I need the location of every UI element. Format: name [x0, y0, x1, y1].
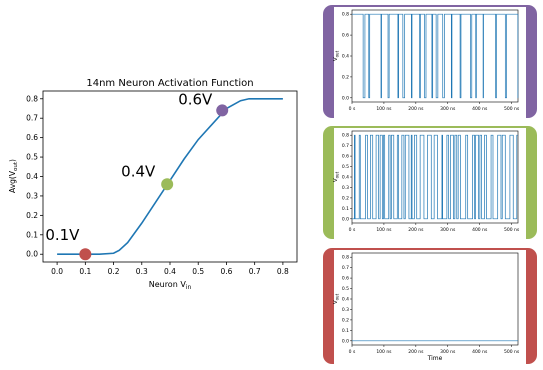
y-tick-label: 0.1: [26, 230, 38, 239]
panel-x-tick-label: 200 ns: [408, 227, 424, 233]
x-tick-label: 0.4: [164, 267, 176, 276]
panel-y-tick-label: 0.1: [342, 328, 349, 334]
panel-x-tick-label: 500 ns: [504, 106, 520, 112]
annotation-marker: [216, 104, 229, 117]
x-tick-label: 0.2: [108, 267, 120, 276]
y-ticks: 0.0 0.1 0.2 0.3 0.4 0.5 0.6 0.7 0.8: [26, 94, 43, 259]
y-tick-label: 0.3: [26, 191, 38, 200]
panel-y-tick-label: 0.4: [342, 175, 349, 181]
panel-y-tick-label: 0.6: [342, 276, 349, 282]
panel-y-label: Vout: [333, 293, 340, 304]
x-tick-label: 0.5: [192, 267, 204, 276]
y-axis-label: Avg(Vout): [8, 159, 19, 193]
panel-y-tick-label: 0.2: [342, 317, 349, 323]
annotation-label: 0.6V: [178, 90, 213, 108]
panel-x-label: Time: [427, 355, 443, 362]
panel-y-tick-label: 0.8: [342, 133, 349, 139]
panel-x-tick-label: 300 ns: [440, 106, 456, 112]
panel-y-tick-label: 0.7: [342, 143, 349, 149]
panel-y-tick-label: 0.8: [342, 255, 349, 261]
x-tick-label: 0.3: [136, 267, 148, 276]
panel-x-tick-label: 500 ns: [504, 227, 520, 233]
panel-x-tick-label: 100 ns: [376, 349, 392, 355]
annotation-marker: [79, 248, 92, 261]
panel-y-tick-label: 0.6: [342, 33, 349, 39]
panel-y-tick-label: 0.8: [342, 12, 349, 18]
panel-y-tick-label: 0.6: [342, 154, 349, 160]
panel-waveform: [352, 134, 518, 220]
x-axis-label: Neuron Vin: [149, 280, 192, 291]
activation-curve: [57, 97, 283, 256]
right-panels: 0.0 0.2 0.4 0.6 0.8 0 s 100 ns 200 ns 300 ns 400 …: [323, 5, 537, 368]
x-tick-label: 0.6: [220, 267, 232, 276]
panel-x-tick-label: 200 ns: [408, 349, 424, 355]
panel-x-tick-label: 500 ns: [504, 349, 520, 355]
x-tick-label: 0.1: [79, 267, 91, 276]
y-tick-label: 0.2: [26, 211, 38, 220]
panel-x-tick-label: 400 ns: [472, 227, 488, 233]
panel-x-tick-label: 200 ns: [408, 106, 424, 112]
y-tick-label: 0.5: [26, 153, 38, 162]
x-tick-label: 0.8: [277, 267, 289, 276]
panel-y-tick-label: 0.3: [342, 307, 349, 313]
y-tick-label: 0.7: [26, 114, 38, 123]
activation-chart: 14nm Neuron Activation Function 0.00.10.…: [8, 78, 298, 291]
annotation-label: 0.1V: [45, 226, 80, 244]
panel-x-tick-label: 100 ns: [376, 106, 392, 112]
panel-waveform: [352, 13, 519, 99]
panel-y-tick-label: 0.5: [342, 164, 349, 170]
x-tick-label: 0.0: [51, 267, 63, 276]
panel-x-tick-label: 400 ns: [472, 349, 488, 355]
panel-x-tick-label: 0 s: [349, 349, 356, 355]
panel-y-label: Vout: [333, 171, 340, 182]
series-group: [57, 97, 283, 256]
panel-x-tick-label: 300 ns: [440, 227, 456, 233]
panel-x-tick-label: 300 ns: [440, 349, 456, 355]
panel-y-tick-label: 0.0: [342, 216, 349, 222]
panel-y-tick-label: 0.2: [342, 74, 349, 80]
panel-background: [334, 250, 526, 368]
x-tick-label: 0.7: [249, 267, 261, 276]
panel-y-tick-label: 0.3: [342, 185, 349, 191]
panel-x-tick-label: 0 s: [349, 106, 356, 112]
y-tick-label: 0.4: [26, 172, 38, 181]
annotation-marker: [161, 178, 174, 191]
panel-y-tick-label: 0.2: [342, 195, 349, 201]
panel-y-tick-label: 0.5: [342, 286, 349, 292]
panel-background: [334, 7, 526, 119]
plot-frame: [42, 90, 298, 263]
y-tick-label: 0.6: [26, 133, 38, 142]
y-tick-label: 0.0: [26, 250, 38, 259]
annotation-label: 0.4V: [121, 162, 156, 180]
panel-y-tick-label: 0.7: [342, 265, 349, 271]
panel-y-tick-label: 0.0: [342, 95, 349, 101]
panel-y-tick-label: 0.4: [342, 297, 349, 303]
panel-x-tick-label: 400 ns: [472, 106, 488, 112]
panel-y-tick-label: 0.1: [342, 206, 349, 212]
panel-y-tick-label: 0.0: [342, 338, 349, 344]
annotations: 0.1V 0.4V 0.6V: [45, 90, 229, 261]
panel-background: [334, 128, 526, 240]
y-tick-label: 0.8: [26, 94, 38, 103]
chart-title: 14nm Neuron Activation Function: [86, 78, 253, 89]
panel-x-tick-label: 100 ns: [376, 227, 392, 233]
panel-x-tick-label: 0 s: [349, 227, 356, 233]
panel-y-label: Vout: [333, 50, 340, 61]
panel-y-tick-label: 0.4: [342, 54, 349, 60]
x-ticks: 0.0 0.1 0.2 0.3 0.4 0.5 0.6 0.7 0.8: [51, 262, 289, 276]
